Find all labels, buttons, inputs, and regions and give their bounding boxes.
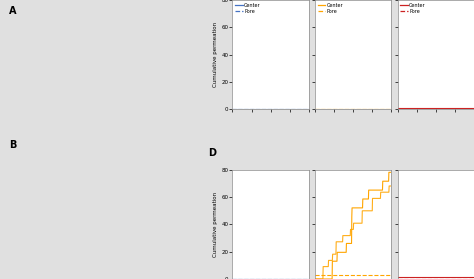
Text: D: D [208,148,216,158]
Text: A: A [9,6,17,16]
Text: B: B [9,140,17,150]
Legend: Center, Pore: Center, Pore [318,3,344,14]
Y-axis label: Cumulative permeation: Cumulative permeation [213,192,219,257]
Legend: Center, Pore: Center, Pore [235,3,261,14]
Y-axis label: Cumulative permeation: Cumulative permeation [213,22,219,87]
Legend: Center, Pore: Center, Pore [400,3,426,14]
